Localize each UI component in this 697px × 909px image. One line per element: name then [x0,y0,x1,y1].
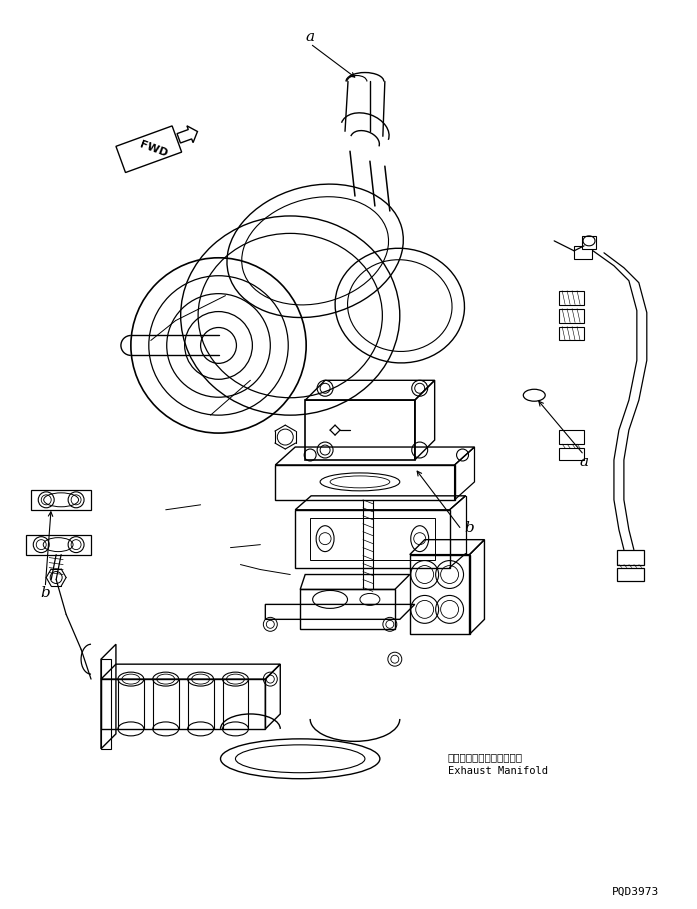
Text: a: a [579,455,589,469]
Text: エキゾーストマニホールド: エキゾーストマニホールド [447,752,523,762]
Text: b: b [40,586,50,601]
Text: FWD: FWD [139,140,169,159]
Text: Exhaust Manifold: Exhaust Manifold [447,765,548,775]
Text: b: b [465,521,475,534]
Polygon shape [574,245,592,259]
Text: a: a [305,30,315,44]
Polygon shape [582,235,596,249]
Text: PQD3973: PQD3973 [611,886,659,896]
